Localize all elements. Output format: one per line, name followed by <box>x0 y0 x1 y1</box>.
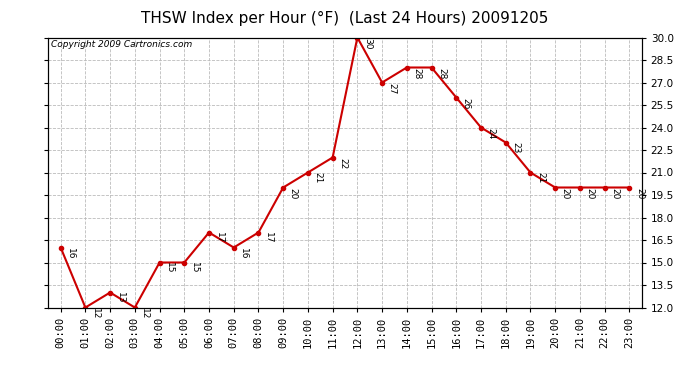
Text: 28: 28 <box>437 68 446 79</box>
Text: THSW Index per Hour (°F)  (Last 24 Hours) 20091205: THSW Index per Hour (°F) (Last 24 Hours)… <box>141 11 549 26</box>
Text: 15: 15 <box>190 262 199 274</box>
Text: 23: 23 <box>511 142 520 154</box>
Text: 15: 15 <box>165 262 174 274</box>
Text: Copyright 2009 Cartronics.com: Copyright 2009 Cartronics.com <box>51 40 193 49</box>
Text: 17: 17 <box>215 232 224 244</box>
Text: 16: 16 <box>66 248 75 259</box>
Text: 13: 13 <box>116 292 125 304</box>
Text: 28: 28 <box>413 68 422 79</box>
Text: 24: 24 <box>486 128 495 139</box>
Text: 20: 20 <box>561 188 570 199</box>
Text: 27: 27 <box>388 82 397 94</box>
Text: 20: 20 <box>635 188 644 199</box>
Text: 26: 26 <box>462 98 471 109</box>
Text: 20: 20 <box>610 188 619 199</box>
Text: 20: 20 <box>585 188 595 199</box>
Text: 16: 16 <box>239 248 248 259</box>
Text: 17: 17 <box>264 232 273 244</box>
Text: 12: 12 <box>91 308 100 319</box>
Text: 22: 22 <box>338 158 347 169</box>
Text: 21: 21 <box>313 172 322 184</box>
Text: 30: 30 <box>363 38 372 49</box>
Text: 21: 21 <box>536 172 545 184</box>
Text: 20: 20 <box>288 188 298 199</box>
Text: 12: 12 <box>140 308 150 319</box>
